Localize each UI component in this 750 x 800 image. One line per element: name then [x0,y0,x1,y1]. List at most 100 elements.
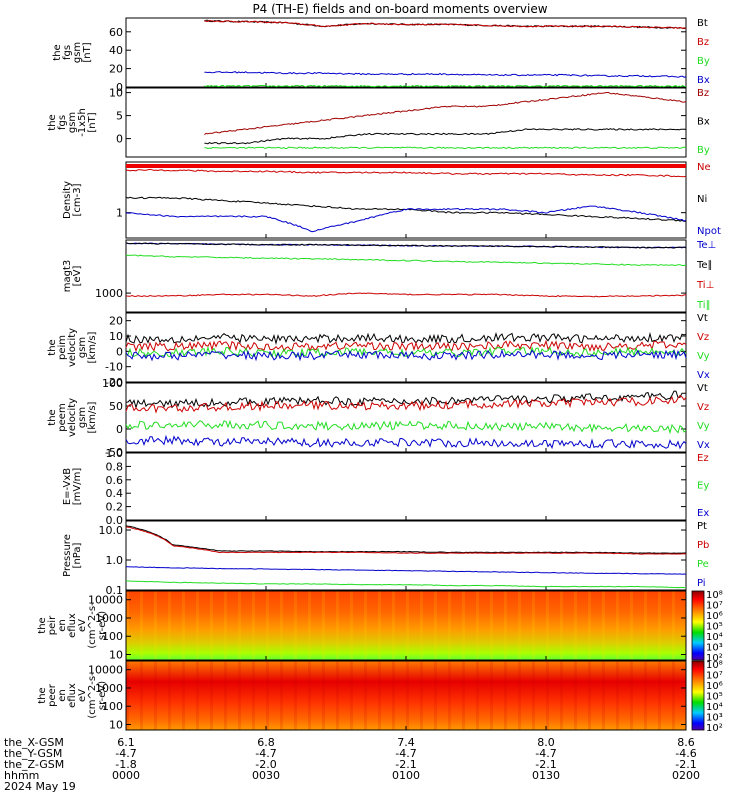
y-tick-label: 10 [109,87,123,100]
series-Pe [125,580,687,589]
spectrogram-stripe [294,661,297,730]
x-tick-ygsm-5: -4.6 [675,747,696,760]
spectrogram-stripe [406,591,409,660]
spectrogram-stripe [196,591,199,660]
spectrogram-stripe [588,591,591,660]
y-axis-label: [mV/m] [72,468,83,506]
legend-Bz: Bz [697,88,709,99]
x-tick-hhmm-3: 0100 [392,769,420,782]
spectrogram-stripe [462,661,465,730]
x-tick-hhmm-1: 0000 [112,769,140,782]
spectrogram-stripe [518,661,521,730]
legend-Bx: Bx [697,117,710,128]
legend-By: By [697,56,710,67]
x-tick-ygsm-4: -4.7 [535,747,556,760]
spectrogram-stripe [560,591,563,660]
y-tick-label: 40 [109,44,123,57]
spectrogram-stripe [658,661,661,730]
y-axis-label: [nT] [82,42,93,62]
colorbar-label: 10⁴ [706,702,723,713]
spectrogram-stripe [574,591,577,660]
legend-Ey: Ey [697,481,709,492]
spectrogram-stripe [532,591,535,660]
y-tick-label: 0 [116,81,123,94]
y-tick-label: 1.0 [106,554,124,567]
spectrogram-stripe [168,591,171,660]
y-tick-label: 100 [102,377,123,390]
spectrogram-stripe [224,661,227,730]
series-Ti⊥ [125,292,686,298]
spectrogram-stripe [560,661,563,730]
panel-pressure: 10.0 1.0 0.1 Pressure [nPa] Pt Pb Pe Pi [62,520,709,597]
y-tick-label: 0 [116,345,123,358]
spectrogram-stripe [392,591,395,660]
spectrogram-stripe [266,591,269,660]
spectrogram-stripe [210,661,213,730]
spectrogram-stripe [252,661,255,730]
x-tick-hhmm-2: 0030 [252,769,280,782]
spectrogram-stripe [462,591,465,660]
x-tick-zgsm-5: -2.1 [675,758,696,771]
y-tick-label: 1000 [95,682,123,695]
y-tick-label: 1 [116,207,123,220]
y-tick-label: -50 [105,446,123,459]
y-tick-label: 0.6 [106,474,124,487]
series-Ti∥ [125,254,687,267]
series-Npot [125,205,687,233]
y-axis-label: velocity [67,398,78,437]
x-tick-xgsm-1: 6.1 [117,736,135,749]
y-tick-label: 1000 [95,287,123,300]
spectrogram-stripe [518,591,521,660]
spectrogram-stripe [644,591,647,660]
panel-peem_velocity: 100 50 0 -50 the peem velocity gsm [km/s] Vt Vz Vy V… [47,377,710,459]
y-axis-label: magt3 [62,260,73,293]
panel-temperature: 1000 magt3 [eV] Te⊥ Te∥ Ti⊥ Ti∥ [62,239,716,313]
y-axis-label: eflux [67,613,78,638]
spectrogram-stripe [532,661,535,730]
y-tick-label: 10 [109,719,123,732]
spectrogram-stripe [420,661,423,730]
x-axis-labels: the_X-GSM the_Y-GSM the_Z-GSM hhmm 2024 … [4,736,700,793]
spectrogram-stripe [490,661,493,730]
colorbar-label: 10³ [706,713,723,724]
spectrogram-stripe [602,591,605,660]
y-axis-label: (cm^2-s- [87,672,98,719]
panel-frame [125,312,687,383]
colorbar-label: 10² [706,723,723,734]
panel-frame [125,520,687,591]
spectrogram-stripe [168,661,171,730]
legend-Vz: Vz [697,332,709,343]
y-axis-label: gsm [72,42,83,63]
spectrogram-stripe [630,591,633,660]
spectrogram-stripe [378,591,381,660]
legend-Ti∥: Ti∥ [696,300,711,311]
spectrogram-stripe [350,661,353,730]
x-tick-zgsm-2: -2.0 [255,758,276,771]
spectrogram-stripe [294,591,297,660]
spectrogram-stripe [280,661,283,730]
legend-Vt: Vt [697,383,708,394]
y-tick-label: 10.0 [99,524,124,537]
y-axis-label: the [47,409,58,425]
legend-Bz: Bz [697,37,709,48]
y-axis-label: [eV] [72,266,83,287]
y-axis-label: gsm [67,112,78,133]
x-tick-hhmm-5: 0200 [672,769,700,782]
x-row-label-hhmm: hhmm [4,769,39,782]
x-row-label-xgsm: the_X-GSM [4,736,64,749]
x-tick-ygsm-2: -4.7 [255,747,276,760]
spectrogram-stripe [364,661,367,730]
y-axis-label: the [37,687,48,703]
y-axis-label: [nT] [87,112,98,132]
legend-By: By [697,145,710,156]
spectrogram-stripe [308,591,311,660]
spectrogram-stripe [378,661,381,730]
spectrogram-stripe [434,591,437,660]
spectrogram-peir_spectrogram [126,591,686,660]
spectrogram-stripe [308,661,311,730]
spectrogram-stripe [266,661,269,730]
series-Bz [204,91,687,136]
